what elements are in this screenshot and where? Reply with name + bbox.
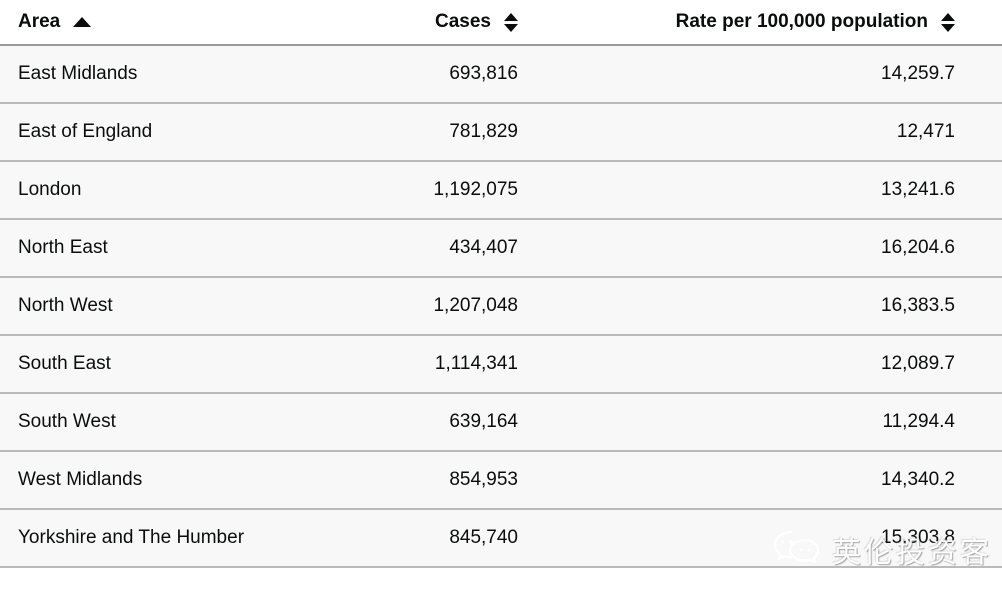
column-header-area[interactable]: Area bbox=[18, 11, 258, 33]
rate-cell: 14,259.7 bbox=[881, 63, 955, 84]
rate-cell: 16,204.6 bbox=[881, 237, 955, 258]
rate-cell: 13,241.6 bbox=[881, 179, 955, 200]
sort-ascending-icon bbox=[73, 17, 92, 27]
column-header-cases-label: Cases bbox=[435, 11, 491, 32]
rate-cell: 12,089.7 bbox=[881, 353, 955, 374]
cases-cell: 781,829 bbox=[449, 121, 518, 142]
area-cell: Yorkshire and The Humber bbox=[18, 527, 245, 548]
rate-cell: 11,294.4 bbox=[882, 411, 955, 432]
cases-cell: 854,953 bbox=[449, 469, 518, 490]
cases-cell: 1,192,075 bbox=[433, 179, 518, 200]
column-header-rate-label: Rate per 100,000 population bbox=[675, 11, 928, 32]
cases-cell: 639,164 bbox=[449, 411, 518, 432]
cases-cell: 1,114,341 bbox=[434, 353, 518, 374]
area-cell: West Midlands bbox=[18, 469, 143, 490]
table-row: Yorkshire and The Humber 845,740 15,303.… bbox=[0, 510, 1002, 568]
table-row: West Midlands 854,953 14,340.2 bbox=[0, 452, 1002, 510]
rate-cell: 14,340.2 bbox=[881, 469, 955, 490]
table-row: South East 1,114,341 12,089.7 bbox=[0, 336, 1002, 394]
rate-cell: 16,383.5 bbox=[881, 295, 955, 316]
area-cell: East Midlands bbox=[18, 63, 138, 84]
column-header-rate[interactable]: Rate per 100,000 population bbox=[518, 11, 955, 33]
cases-cell: 845,740 bbox=[449, 527, 518, 548]
table-row: North West 1,207,048 16,383.5 bbox=[0, 278, 1002, 336]
area-cell: London bbox=[18, 179, 82, 200]
table-header-row: Area Cases Rate per 100,000 population bbox=[0, 0, 1002, 46]
area-cell: North East bbox=[18, 237, 108, 258]
table-row: North East 434,407 16,204.6 bbox=[0, 220, 1002, 278]
table-row: East of England 781,829 12,471 bbox=[0, 104, 1002, 162]
column-header-cases[interactable]: Cases bbox=[258, 11, 518, 33]
area-cell: East of England bbox=[18, 121, 153, 142]
table-row: London 1,192,075 13,241.6 bbox=[0, 162, 1002, 220]
area-cell: North West bbox=[18, 295, 113, 316]
cases-cell: 1,207,048 bbox=[433, 295, 518, 316]
table-row: South West 639,164 11,294.4 bbox=[0, 394, 1002, 452]
table-row: East Midlands 693,816 14,259.7 bbox=[0, 46, 1002, 104]
cases-cell: 434,407 bbox=[449, 237, 518, 258]
area-cell: South East bbox=[18, 353, 111, 374]
area-cell: South West bbox=[18, 411, 116, 432]
column-header-area-label: Area bbox=[18, 11, 61, 32]
sort-both-icon bbox=[941, 12, 955, 32]
rate-cell: 15,303.8 bbox=[881, 527, 955, 548]
sort-both-icon bbox=[504, 12, 518, 32]
rate-cell: 12,471 bbox=[896, 121, 955, 142]
cases-cell: 693,816 bbox=[449, 63, 518, 84]
